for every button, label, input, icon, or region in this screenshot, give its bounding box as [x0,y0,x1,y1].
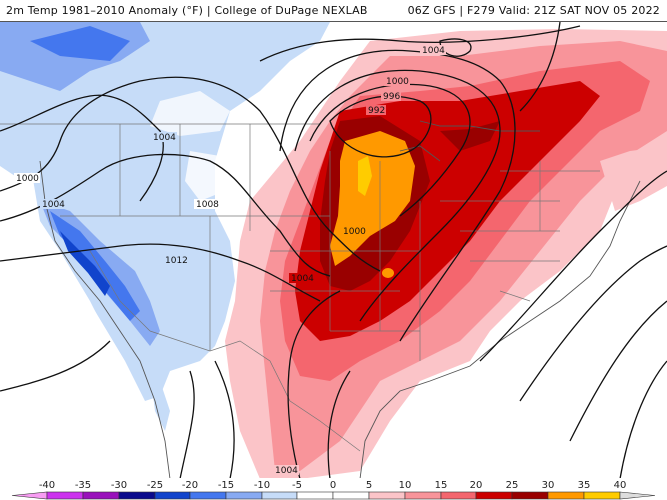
isobar-labels: 1004 1000 996 992 1004 1000 1004 1008 10… [14,45,446,476]
colorbar-tick: -5 [292,480,302,491]
svg-text:996: 996 [383,92,400,102]
colorbar-tick: -20 [181,480,199,491]
colorbar-tick: 15 [434,480,448,491]
colorbar-tick: -10 [253,480,271,491]
svg-text:1000: 1000 [386,77,409,87]
product-title: 2m Temp 1981–2010 Anomaly (°F) | College… [6,4,368,17]
colorbar-tick: 5 [365,480,373,491]
svg-text:1004: 1004 [275,466,298,476]
map-header: 2m Temp 1981–2010 Anomaly (°F) | College… [0,0,667,21]
colorbar-tick: 30 [541,480,555,491]
svg-text:1000: 1000 [343,227,366,237]
colorbar-tick: 20 [469,480,483,491]
colorbar-tick: 0 [329,480,337,491]
colorbar-tick: -15 [217,480,235,491]
colorbar-tick: 35 [577,480,591,491]
svg-text:1000: 1000 [16,174,39,184]
svg-text:1008: 1008 [196,200,219,210]
colorbar-tick: -25 [146,480,164,491]
svg-text:1004: 1004 [422,46,445,56]
svg-text:1004: 1004 [291,274,314,284]
anomaly-map: 1004 1000 996 992 1004 1000 1004 1008 10… [0,21,667,480]
colorbar-tick: 40 [613,480,627,491]
colorbar-tick: 25 [505,480,519,491]
colorbar-swatches [11,491,656,500]
colorbar-tick: -30 [110,480,128,491]
valid-time-label: 06Z GFS | F279 Valid: 21Z SAT NOV 05 202… [407,4,660,17]
svg-text:1004: 1004 [153,133,176,143]
political-borders [0,123,600,452]
svg-text:1004: 1004 [42,200,65,210]
colorbar-tick: 10 [398,480,412,491]
colorbar: -40 -35 -30 -25 -20 -15 -10 -5 0 5 10 15… [0,478,667,500]
isobars [0,22,667,479]
colorbar-tick: -35 [74,480,92,491]
colorbar-tick: -40 [38,480,56,491]
svg-text:992: 992 [368,106,385,116]
svg-text:1012: 1012 [165,256,188,266]
